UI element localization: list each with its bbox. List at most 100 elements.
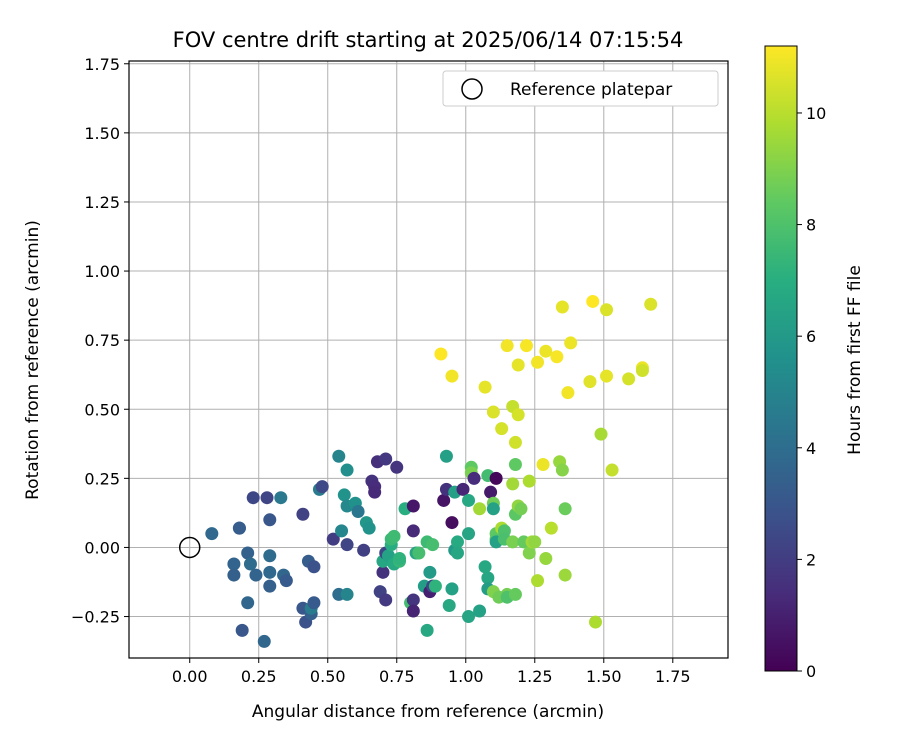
scatter-point	[445, 582, 459, 596]
scatter-point	[368, 485, 382, 499]
scatter-point	[249, 568, 263, 582]
scatter-point	[257, 634, 271, 648]
scatter-point	[586, 294, 600, 308]
scatter-point	[478, 560, 492, 574]
scatter-point	[508, 587, 522, 601]
scatter-point	[644, 297, 658, 311]
scatter-point	[558, 502, 572, 516]
scatter-point	[508, 458, 522, 472]
y-tick-label: 0.50	[84, 400, 120, 419]
colorbar-tick-label: 4	[806, 439, 816, 458]
scatter-point	[340, 463, 354, 477]
scatter-point	[263, 549, 277, 563]
scatter-point	[246, 491, 260, 505]
scatter-point	[500, 339, 514, 353]
y-tick-label: 1.75	[84, 55, 120, 74]
x-tick-label: 0.25	[241, 667, 277, 686]
scatter-point	[481, 571, 495, 585]
x-tick-label: 1.50	[586, 667, 622, 686]
scatter-point	[307, 560, 321, 574]
scatter-point	[486, 405, 500, 419]
scatter-point	[511, 358, 525, 372]
scatter-point	[522, 474, 536, 488]
scatter-point	[555, 463, 569, 477]
legend-box	[442, 70, 719, 107]
x-tick-label: 0.75	[379, 667, 415, 686]
scatter-point	[263, 579, 277, 593]
scatter-point	[539, 344, 553, 358]
y-axis-label: Rotation from reference (arcmin)	[23, 220, 43, 500]
scatter-point	[445, 369, 459, 383]
scatter-point	[340, 538, 354, 552]
scatter-point	[260, 491, 274, 505]
x-axis-label: Angular distance from reference (arcmin)	[252, 702, 604, 722]
scatter-point	[442, 598, 456, 612]
y-tick-label: 1.00	[84, 262, 120, 281]
scatter-point	[539, 552, 553, 565]
scatter-point	[351, 505, 365, 519]
scatter-point	[241, 546, 255, 560]
scatter-point	[205, 527, 219, 541]
scatter-point	[600, 303, 614, 317]
scatter-point	[456, 482, 470, 496]
scatter-point	[406, 524, 420, 538]
scatter-point	[564, 336, 578, 350]
legend-entry-reference: Reference platepar	[510, 80, 672, 100]
y-tick-label: 0.25	[84, 469, 120, 488]
colorbar-tick-label: 10	[806, 104, 826, 123]
scatter-point	[473, 604, 487, 618]
scatter-point	[296, 507, 310, 521]
scatter-point	[462, 527, 476, 541]
scatter-point	[263, 565, 277, 579]
scatter-point	[508, 435, 522, 449]
scatter-point	[379, 593, 393, 607]
scatter-point	[274, 491, 288, 505]
y-tick-label: 1.50	[84, 124, 120, 143]
scatter-point	[594, 427, 608, 441]
scatter-point	[478, 380, 492, 394]
scatter-point	[243, 557, 257, 571]
scatter-point	[467, 471, 481, 485]
scatter-point	[450, 535, 464, 549]
colorbar-tick-label: 6	[806, 327, 816, 346]
colorbar-tick-label: 0	[806, 662, 816, 681]
scatter-point	[332, 449, 346, 463]
scatter-point	[528, 535, 542, 549]
scatter-point	[437, 493, 451, 507]
scatter-point	[462, 493, 476, 507]
x-tick-label: 1.25	[517, 667, 553, 686]
scatter-point	[335, 524, 349, 538]
scatter-point	[583, 375, 597, 389]
scatter-point	[307, 596, 321, 610]
scatter-point	[423, 565, 437, 579]
scatter-point	[406, 499, 420, 513]
y-tick-label: 0.00	[84, 538, 120, 557]
scatter-point	[357, 543, 371, 557]
scatter-point	[439, 449, 453, 463]
scatter-point	[340, 587, 354, 601]
scatter-point	[235, 623, 249, 637]
scatter-point	[406, 604, 420, 618]
scatter-point	[326, 532, 340, 546]
scatter-point	[622, 372, 636, 386]
chart-title: FOV centre drift starting at 2025/06/14 …	[173, 28, 684, 52]
scatter-point	[600, 369, 614, 383]
y-axis-ticks: −0.25 0.00 0.25 0.50 0.75 1.00 1.25 1.50 1.75	[71, 55, 129, 627]
scatter-point	[544, 521, 558, 535]
scatter-point	[531, 574, 545, 588]
scatter-point	[561, 386, 575, 400]
scatter-point	[555, 300, 569, 314]
scatter-point	[506, 477, 520, 491]
x-tick-label: 1.00	[448, 667, 484, 686]
scatter-point	[387, 529, 401, 543]
scatter-point	[390, 460, 404, 474]
scatter-point	[519, 339, 533, 353]
scatter-point	[514, 502, 528, 516]
scatter-point	[406, 593, 420, 607]
scatter-point	[550, 350, 564, 364]
y-tick-label: 0.75	[84, 331, 120, 350]
scatter-point	[589, 615, 603, 629]
scatter-point	[462, 610, 476, 624]
scatter-point	[362, 521, 376, 535]
